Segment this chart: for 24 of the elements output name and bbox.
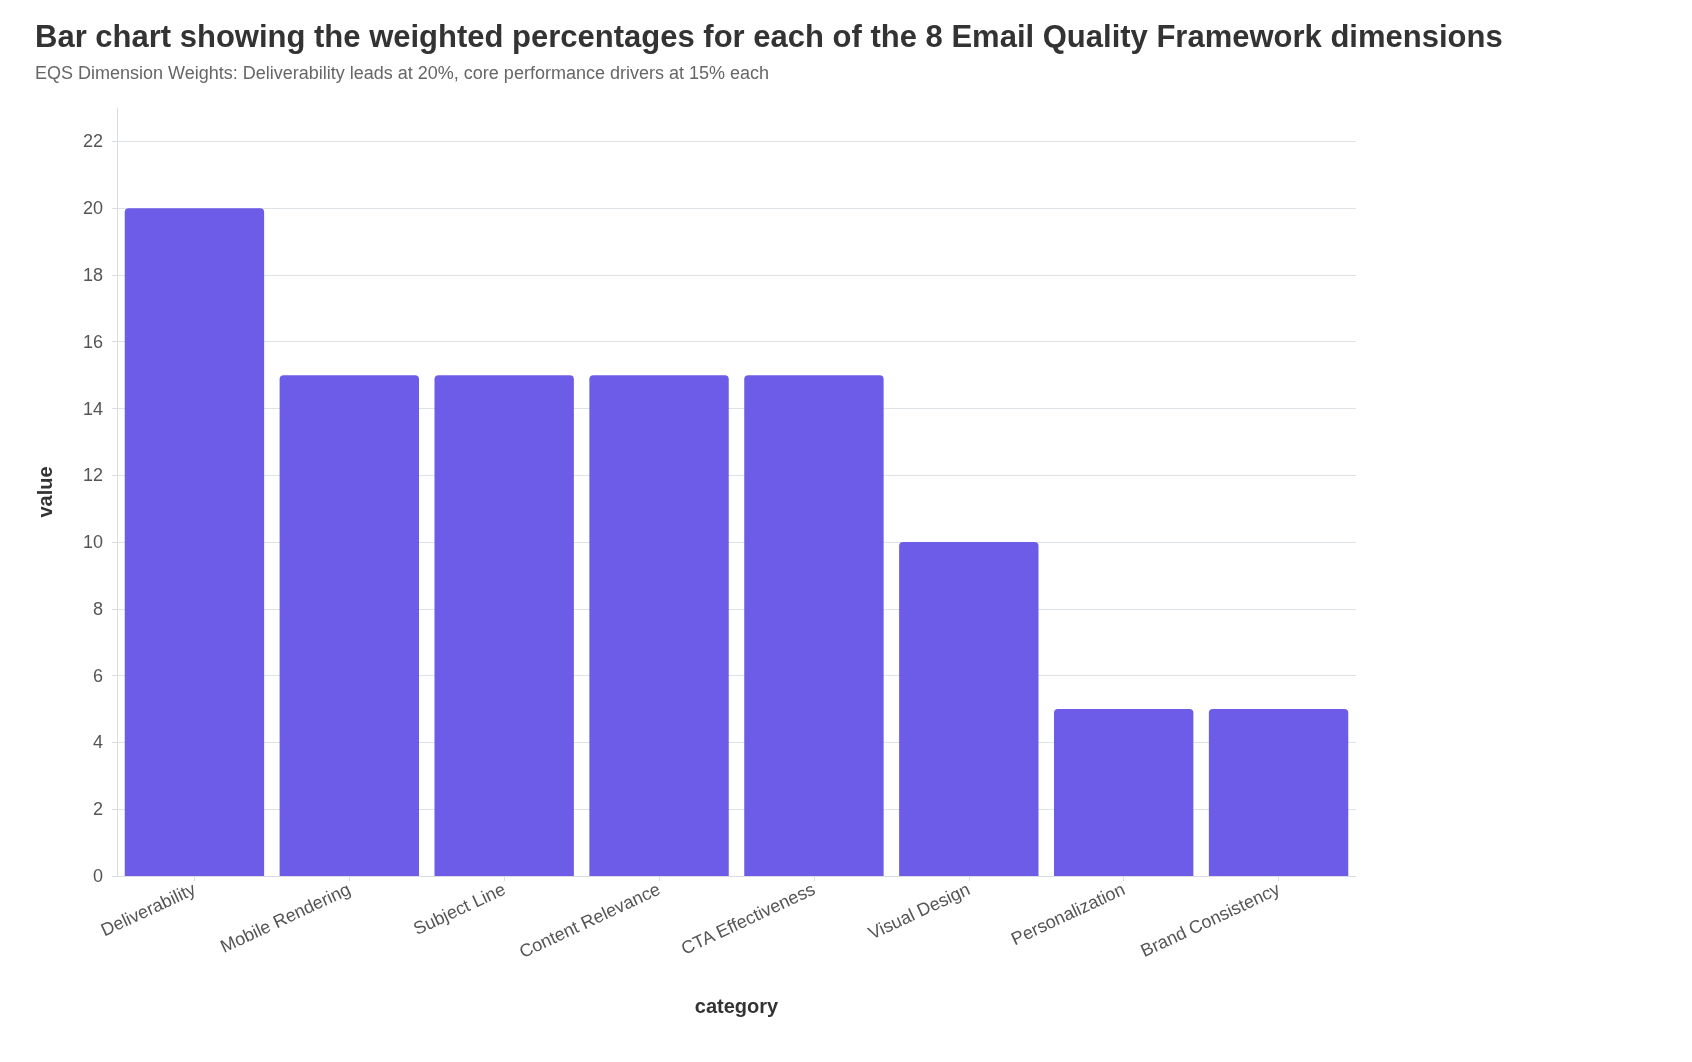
y-tick-label: 18 [82, 264, 103, 285]
y-tick-label: 12 [82, 465, 103, 486]
bar [124, 208, 265, 876]
y-tick-label: 22 [82, 131, 103, 152]
y-tick-label: 4 [92, 732, 103, 753]
y-tick-label: 16 [82, 331, 103, 352]
y-tick-label: 8 [92, 598, 103, 619]
bar [1053, 709, 1194, 876]
y-tick-label: 0 [92, 866, 103, 886]
y-tick-label: 20 [82, 198, 103, 219]
chart-title: Bar chart showing the weighted percentages for each of the 8 Email Quality Framework dimensions [35, 19, 1503, 54]
bar [279, 375, 420, 876]
y-axis-title: value [34, 466, 56, 518]
y-tick-label: 2 [92, 799, 103, 820]
y-tick-label: 10 [82, 532, 103, 553]
bar [744, 375, 884, 876]
y-tick-label: 6 [92, 665, 103, 686]
x-axis-title: category [694, 995, 780, 1017]
bar [1208, 709, 1349, 876]
bar [589, 375, 729, 876]
bar [899, 542, 1039, 876]
chart-subtitle: EQS Dimension Weights: Deliverability leads at 20%, core performance drivers at 15% each [35, 63, 770, 83]
bar [434, 375, 574, 876]
y-tick-label: 14 [82, 398, 103, 419]
